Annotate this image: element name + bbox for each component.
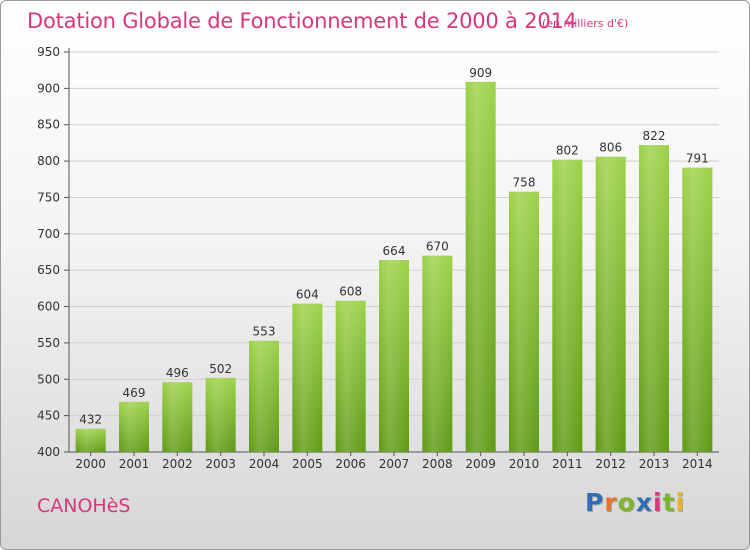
logo-letter: o xyxy=(617,488,636,517)
x-tick-label-2008: 2008 xyxy=(422,457,453,471)
bar-shine xyxy=(119,401,149,452)
x-tick-label-2000: 2000 xyxy=(75,457,106,471)
bar-shine xyxy=(292,303,323,452)
logo-letter: r xyxy=(604,488,618,517)
y-tick-label: 800 xyxy=(37,154,60,168)
x-tick-label-2011: 2011 xyxy=(552,457,583,471)
y-tick-label: 850 xyxy=(37,118,60,132)
logo-letter: P xyxy=(585,488,605,517)
y-tick-label: 700 xyxy=(37,227,60,241)
bar-shine xyxy=(249,340,279,452)
value-label-2004: 553 xyxy=(253,325,276,339)
y-tick-label: 650 xyxy=(37,263,60,277)
x-tick-label-2010: 2010 xyxy=(509,457,540,471)
x-tick-label-2012: 2012 xyxy=(595,457,626,471)
bar-shine xyxy=(509,191,539,453)
bar-shine xyxy=(552,159,583,453)
y-tick-label: 900 xyxy=(37,81,60,95)
value-label-2003: 502 xyxy=(209,362,232,376)
x-tick-label-2007: 2007 xyxy=(379,457,410,471)
chart-subtitle: (en milliers d'€) xyxy=(542,17,629,30)
bar-shine xyxy=(162,382,193,452)
value-label-2006: 608 xyxy=(339,285,362,299)
logo-letter: i xyxy=(653,488,663,517)
x-tick-label-2013: 2013 xyxy=(639,457,670,471)
x-tick-label-2009: 2009 xyxy=(465,457,496,471)
bar-shine xyxy=(379,260,409,452)
value-label-2009: 909 xyxy=(469,66,492,80)
y-tick-label: 500 xyxy=(37,372,60,386)
bar-shine xyxy=(639,145,669,452)
y-tick-label: 750 xyxy=(37,190,60,204)
value-label-2002: 496 xyxy=(166,366,189,380)
value-label-2012: 806 xyxy=(599,141,622,155)
x-tick-label-2002: 2002 xyxy=(162,457,193,471)
value-label-2010: 758 xyxy=(513,176,536,190)
value-label-2013: 822 xyxy=(643,129,666,143)
x-tick-label-2003: 2003 xyxy=(205,457,236,471)
chart-title: Dotation Globale de Fonctionnement de 20… xyxy=(27,9,577,33)
y-tick-label: 550 xyxy=(37,336,60,350)
bar-shine xyxy=(595,156,626,452)
value-label-2014: 791 xyxy=(686,152,709,166)
bar-shine xyxy=(205,377,236,452)
value-label-2001: 469 xyxy=(123,386,146,400)
bar-shine xyxy=(682,167,713,453)
value-label-2000: 432 xyxy=(79,413,102,427)
bar-shine xyxy=(75,428,106,452)
logo-letter: x xyxy=(635,488,653,517)
commune-name: CANOHèS xyxy=(37,495,131,517)
value-label-2005: 604 xyxy=(296,288,319,302)
y-tick-label: 600 xyxy=(37,300,60,314)
y-tick-label: 400 xyxy=(37,445,60,459)
x-tick-label-2004: 2004 xyxy=(249,457,280,471)
proxiti-logo: Proxiti xyxy=(585,488,685,517)
y-tick-label: 450 xyxy=(37,409,60,423)
logo-letter: i xyxy=(675,488,686,517)
logo-letter: t xyxy=(662,488,676,517)
value-label-2008: 670 xyxy=(426,240,449,254)
value-label-2007: 664 xyxy=(383,244,406,258)
bars: 432 469 496 502 553 604 608 664 670 909 758 802 806 8… xyxy=(75,66,713,453)
x-tick-label-2006: 2006 xyxy=(335,457,366,471)
bar-shine xyxy=(422,255,453,452)
x-tick-label-2014: 2014 xyxy=(682,457,713,471)
bar-shine xyxy=(465,81,496,453)
x-tick-label-2001: 2001 xyxy=(119,457,150,471)
value-label-2011: 802 xyxy=(556,144,579,158)
bar-shine xyxy=(335,300,366,452)
y-tick-label: 950 xyxy=(37,45,60,59)
x-tick-label-2005: 2005 xyxy=(292,457,323,471)
